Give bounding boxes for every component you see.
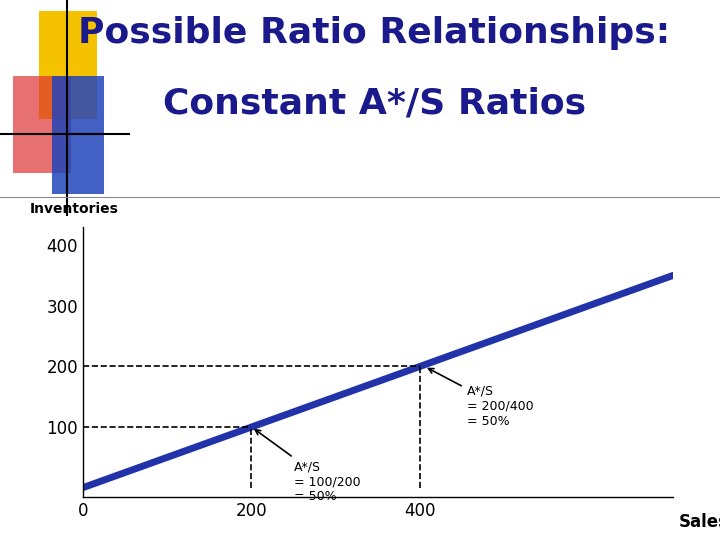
Text: Sales: Sales [679, 513, 720, 531]
Bar [13, 76, 71, 173]
Text: A*/S
= 200/400
= 50%: A*/S = 200/400 = 50% [428, 368, 534, 428]
Bar [39, 11, 97, 119]
Text: Possible Ratio Relationships:: Possible Ratio Relationships: [78, 16, 670, 50]
Text: Inventories: Inventories [30, 202, 119, 216]
Bar [52, 76, 104, 194]
Text: Constant A*/S Ratios: Constant A*/S Ratios [163, 86, 586, 120]
Text: A*/S
= 100/200
= 50%: A*/S = 100/200 = 50% [256, 430, 360, 503]
